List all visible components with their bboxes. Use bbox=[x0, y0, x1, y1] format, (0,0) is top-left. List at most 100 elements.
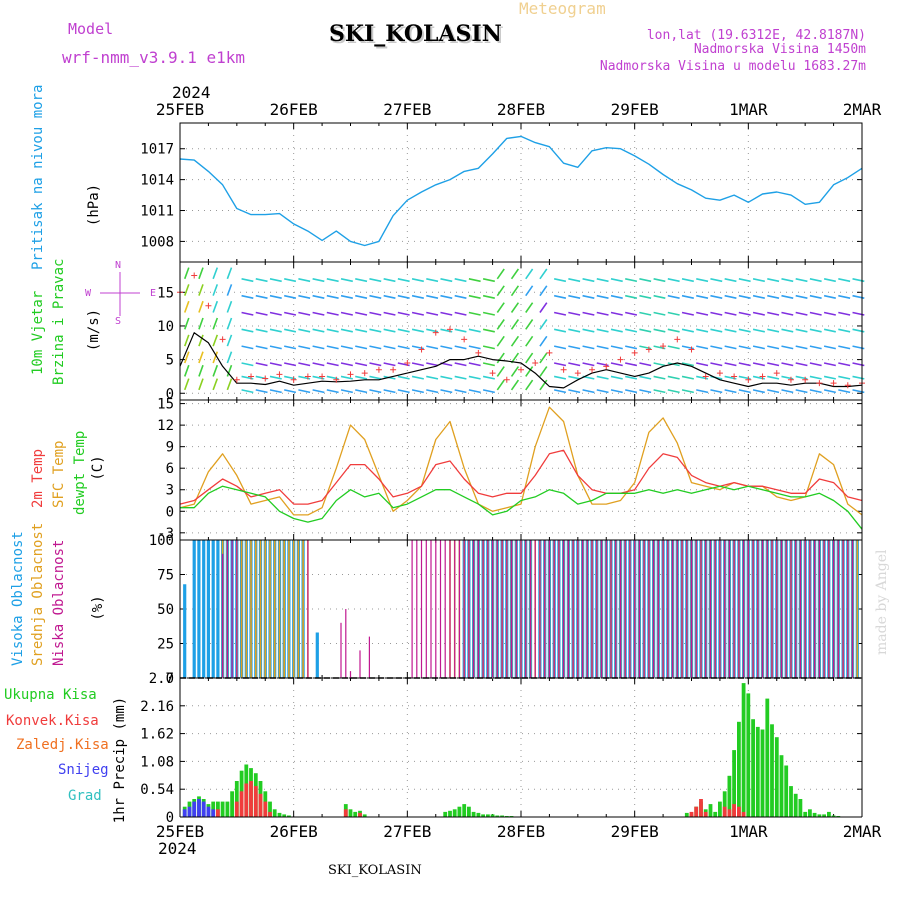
precip-bar bbox=[216, 809, 220, 817]
precip-bar bbox=[765, 698, 770, 817]
wind-barb bbox=[639, 389, 652, 394]
wind-barb bbox=[809, 375, 822, 380]
wind-barb bbox=[568, 311, 581, 316]
wind-gust-mark bbox=[290, 376, 297, 383]
wind-barb bbox=[255, 362, 268, 367]
wind-barb bbox=[482, 375, 495, 380]
wind-barb bbox=[795, 362, 808, 367]
wind-barb bbox=[596, 345, 609, 350]
precip-bar bbox=[182, 809, 187, 817]
wind-barb bbox=[681, 375, 694, 380]
wind-barb bbox=[326, 328, 339, 333]
wind-barb bbox=[767, 311, 780, 316]
wind-barb bbox=[568, 294, 581, 299]
precip-bar bbox=[495, 815, 500, 817]
wind-barb bbox=[397, 389, 410, 394]
wind-barb bbox=[326, 389, 339, 394]
wind-dir-w: W bbox=[85, 288, 92, 299]
wind-direction-legend: N E S W bbox=[85, 260, 156, 327]
wind-gust-mark bbox=[830, 380, 837, 387]
wind-barb bbox=[596, 278, 609, 283]
wind-barb bbox=[625, 362, 638, 367]
wind-barb bbox=[838, 375, 851, 380]
wind-barb bbox=[183, 334, 190, 347]
wind-barb bbox=[781, 345, 794, 350]
wind-barb bbox=[355, 362, 368, 367]
y-tick-label: 0 bbox=[166, 671, 174, 687]
wind-barb bbox=[809, 278, 822, 283]
wind-barb bbox=[369, 345, 382, 350]
wind-barb bbox=[269, 278, 282, 283]
precip-bar bbox=[234, 801, 239, 817]
wind-barb bbox=[255, 311, 268, 316]
wind-barb bbox=[681, 328, 694, 333]
y-tick-label: 5 bbox=[166, 353, 174, 369]
wind-barb bbox=[539, 302, 548, 313]
wind-barb bbox=[212, 364, 219, 377]
wind-barb bbox=[596, 328, 609, 333]
wind-barb bbox=[625, 294, 638, 299]
precip-bar bbox=[486, 814, 490, 817]
wind-barb bbox=[411, 362, 424, 367]
temp-title-2m: 2m Temp bbox=[30, 449, 46, 508]
wind-barb bbox=[241, 362, 254, 367]
wind-barb bbox=[269, 328, 282, 333]
wind-barb bbox=[809, 389, 822, 394]
precip-bar bbox=[343, 809, 348, 817]
wind-barb bbox=[738, 328, 751, 333]
precip-bar bbox=[490, 814, 495, 817]
wind-barb bbox=[653, 294, 666, 299]
wind-barb bbox=[667, 345, 680, 350]
wind-barb bbox=[312, 294, 325, 299]
precip-bar bbox=[737, 806, 741, 817]
y-tick-label: 0.54 bbox=[140, 782, 174, 798]
wind-barb bbox=[298, 328, 311, 333]
precip-bar bbox=[789, 786, 793, 817]
top-time-label: 28FEB bbox=[497, 100, 545, 119]
wind-barb bbox=[568, 328, 581, 333]
wind-barb bbox=[226, 364, 233, 377]
wind-barb bbox=[525, 379, 534, 391]
wind-gust-mark bbox=[731, 373, 738, 380]
wind-barb bbox=[198, 284, 204, 296]
wind-barb bbox=[440, 375, 453, 380]
precip-bar bbox=[760, 729, 765, 817]
temp-title-dewpt: dewpt Temp bbox=[72, 431, 88, 515]
wind-barb bbox=[383, 278, 396, 283]
wind-barb bbox=[454, 294, 467, 299]
wind-barb bbox=[411, 311, 424, 316]
wind-barb bbox=[582, 328, 595, 333]
wind-barb bbox=[795, 389, 808, 394]
wind-panel: 0 5 10 15 bbox=[157, 261, 865, 402]
wind-barb bbox=[284, 389, 297, 394]
wind-barb bbox=[525, 352, 534, 364]
wind-barb bbox=[795, 328, 808, 333]
wind-barb bbox=[340, 328, 353, 333]
temp-title-sfc: SFC Temp bbox=[51, 441, 67, 508]
wind-barb bbox=[454, 362, 467, 367]
bottom-time-label: 26FEB bbox=[270, 822, 318, 841]
wind-barb bbox=[510, 319, 520, 330]
wind-gust-mark bbox=[802, 376, 809, 383]
bottom-time-label: 28FEB bbox=[497, 822, 545, 841]
precip-bar bbox=[268, 811, 272, 817]
wind-barb bbox=[710, 389, 723, 394]
wind-gust-mark bbox=[461, 336, 468, 343]
wind-barb bbox=[183, 378, 190, 391]
precip-bar bbox=[358, 812, 362, 817]
wind-barb bbox=[340, 345, 353, 350]
precip-bar bbox=[448, 810, 452, 817]
precip-bar bbox=[471, 811, 476, 817]
wind-barb bbox=[752, 294, 765, 299]
precip-bar bbox=[694, 806, 699, 817]
wind-barb bbox=[838, 311, 851, 316]
wind-barb bbox=[212, 300, 219, 313]
wind-barb bbox=[496, 335, 505, 347]
precip-legend-freezing: Zaledj.Kisa bbox=[16, 737, 109, 753]
wind-barb bbox=[241, 278, 254, 283]
top-time-axis-labels: 25FEB 26FEB 27FEB 28FEB 29FEB 1MAR 2MAR bbox=[156, 100, 882, 119]
wind-barb bbox=[198, 364, 204, 377]
precip-bar bbox=[192, 801, 197, 817]
precip-bar bbox=[462, 804, 467, 817]
wind-barb bbox=[510, 302, 520, 313]
